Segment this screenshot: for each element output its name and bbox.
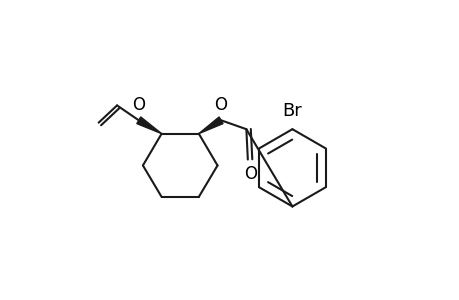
Polygon shape <box>198 117 223 134</box>
Text: O: O <box>132 96 145 114</box>
Text: O: O <box>244 166 257 184</box>
Polygon shape <box>136 117 161 134</box>
Text: O: O <box>214 96 227 114</box>
Text: Br: Br <box>282 102 302 120</box>
